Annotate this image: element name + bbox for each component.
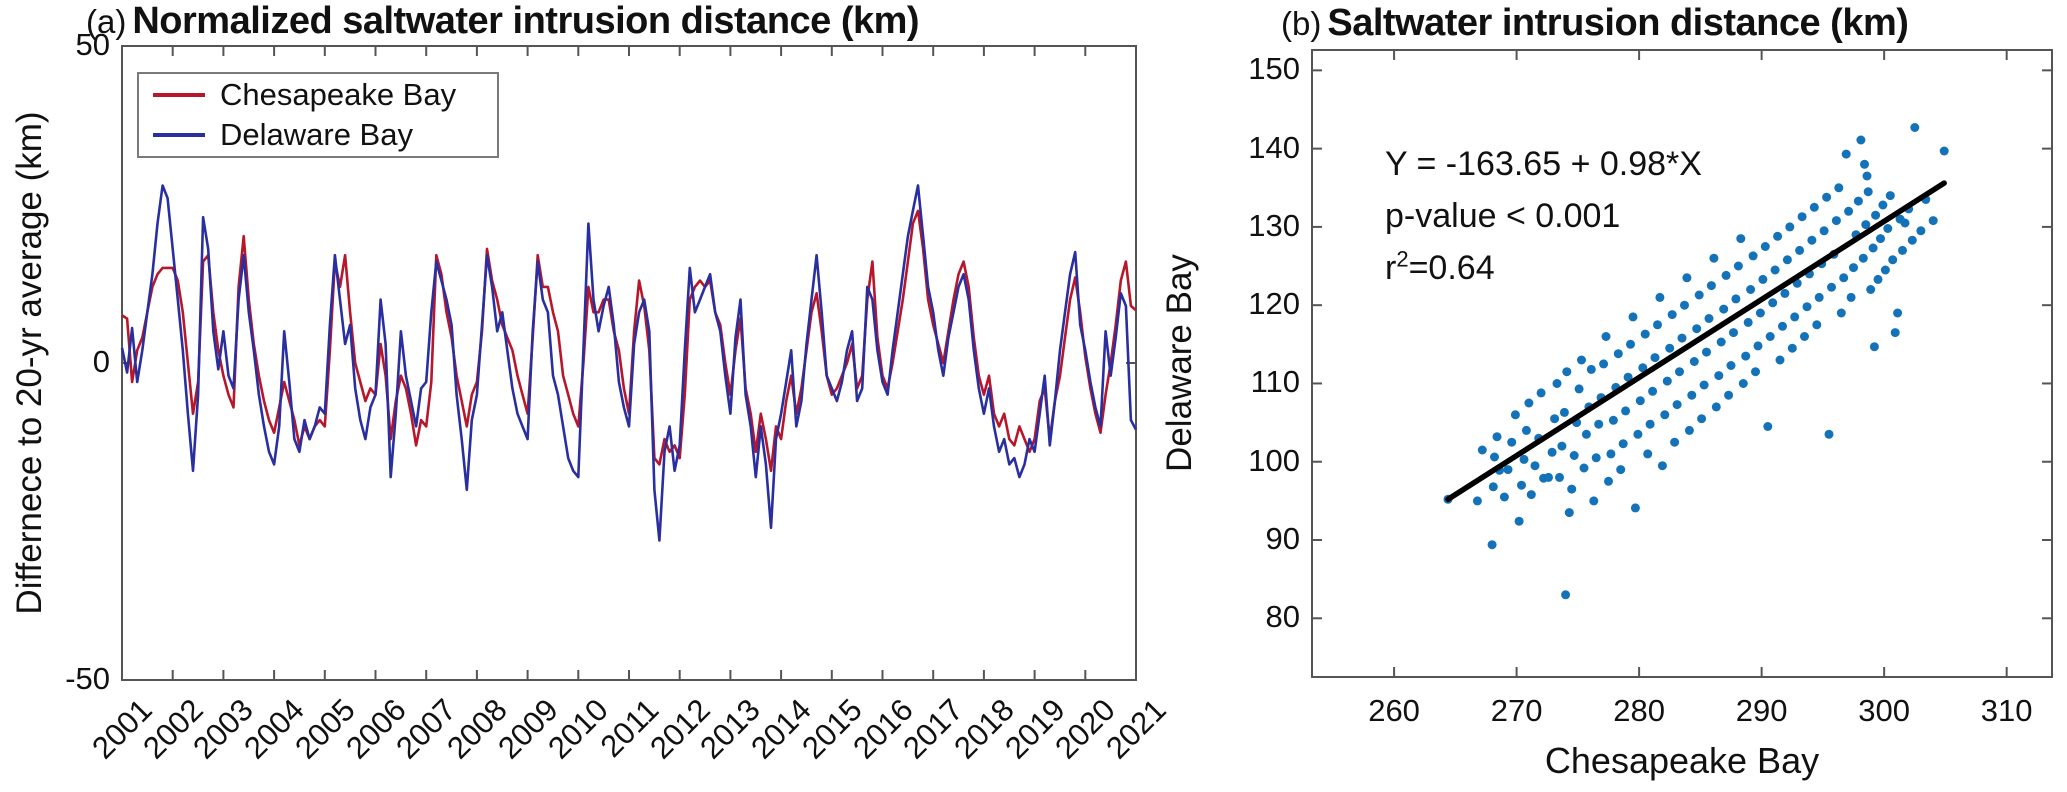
- panel-a-title-row: (a) Normalized saltwater intrusion dista…: [86, 0, 920, 43]
- legend-label-chesapeake: Chesapeake Bay: [220, 77, 457, 113]
- tick-label: 300: [1858, 693, 1910, 728]
- legend-item-delaware: Delaware Bay: [139, 117, 497, 153]
- tick-label: 310: [1980, 693, 2033, 728]
- regression-pvalue: p-value < 0.001: [1385, 197, 1621, 235]
- tick-label: 150: [1248, 51, 1300, 87]
- tick-label: 140: [1248, 129, 1300, 165]
- tick-label: 80: [1265, 599, 1300, 635]
- panel-b-xlabel: Chesapeake Bay: [1544, 740, 1820, 781]
- regression-equation: Y = -163.65 + 0.98*X: [1385, 145, 1702, 183]
- regression-r2: r2=0.64: [1385, 246, 1495, 287]
- tick-label: 90: [1265, 521, 1300, 556]
- panel-b-title: Saltwater intrusion distance (km): [1327, 2, 1909, 44]
- tick-label: 110: [1250, 364, 1300, 400]
- legend-line-delaware-icon: [153, 132, 205, 137]
- panel-a-title: Normalized saltwater intrusion distance …: [132, 0, 920, 42]
- tick-label: 280: [1613, 693, 1665, 728]
- panel-b-ylabel: Delaware Bay: [1160, 254, 1199, 472]
- tick-label: -50: [65, 661, 110, 696]
- tick-label: 290: [1735, 693, 1788, 728]
- tick-label: 130: [1248, 207, 1300, 243]
- tick-label: 270: [1490, 693, 1543, 728]
- legend-box: Chesapeake Bay Delaware Bay: [137, 72, 499, 158]
- legend-line-chesapeake-icon: [153, 93, 205, 98]
- panel-b-tag: (b): [1281, 5, 1322, 42]
- legend-item-chesapeake: Chesapeake Bay: [139, 77, 497, 113]
- tick-label: 260: [1368, 693, 1420, 728]
- legend-label-delaware: Delaware Bay: [220, 116, 413, 152]
- tick-label: 100: [1248, 442, 1300, 478]
- regression-annotation: Y = -163.65 + 0.98*X p-value < 0.001 r2=…: [1385, 138, 1702, 294]
- panel-b-title-row: (b) Saltwater intrusion distance (km): [1281, 2, 1909, 45]
- panel-a-tag: (a): [86, 3, 127, 40]
- panel-a-ylabel: Differnece to 20-yr average (km): [10, 111, 49, 615]
- tick-label: 120: [1248, 286, 1300, 322]
- tick-label: 50: [75, 27, 110, 62]
- tick-label: 0: [92, 344, 110, 379]
